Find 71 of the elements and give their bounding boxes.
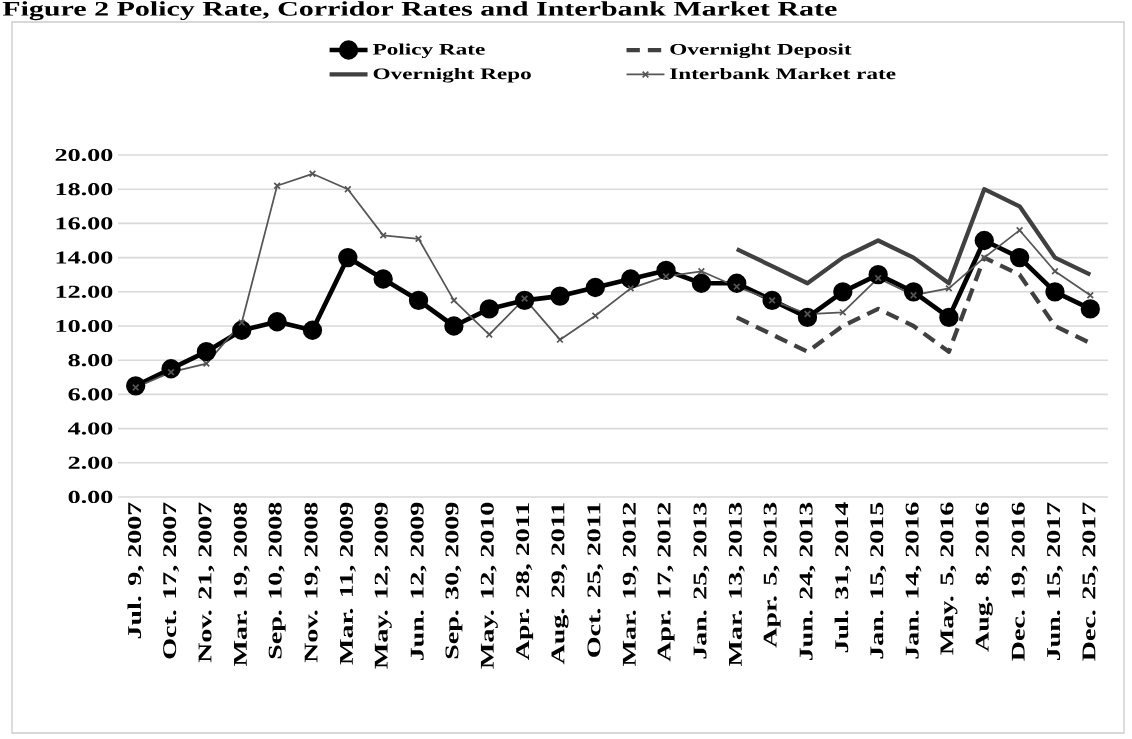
x-tick-label: Mar. 11, 2009 [339,502,356,665]
point [267,312,287,332]
point [1086,291,1095,299]
x-tick-label: Aug. 8, 2016 [975,502,993,652]
legend-label: Policy Rate [372,43,485,59]
point [408,290,429,311]
x-tick-label: Jan. 15, 2015 [870,502,887,659]
point [379,231,387,240]
x-tick-label: Jun. 15, 2017 [1047,502,1063,661]
point [939,307,959,328]
x-tick-label: Nov. 21, 2007 [198,502,215,663]
x-tick-label: Oct. 17, 2007 [163,502,179,659]
point [591,312,600,320]
point [974,230,994,251]
y-tick-label: 12.00 [56,285,113,298]
y-tick-label: 0.00 [68,490,113,504]
x-tick-label: May. 12, 2010 [480,502,498,669]
x-tick-label: Aug. 29, 2011 [551,503,569,665]
y-tick-label: 16.00 [56,217,113,230]
y-tick-label: 8.00 [68,354,113,367]
point [550,286,570,306]
y-tick-label: 4.00 [67,422,113,435]
point [621,269,641,289]
x-tick-label: Jul. 31, 2014 [834,502,852,653]
legend-label: Overnight Repo [373,67,531,83]
x-tick-label: May. 5, 2016 [940,502,958,655]
x-tick-label: Jan. 25, 2013 [693,502,710,659]
point [839,308,847,317]
x-tick-label: Jul. 9, 2007 [127,502,144,639]
point [196,341,217,362]
line-series [734,187,1093,286]
point [585,277,605,298]
x-tick-label: Dec. 19, 2016 [1011,502,1028,661]
x-tick-label: Jun. 24, 2013 [799,502,816,661]
x-tick-label: Apr. 5, 2013 [763,502,781,648]
point [302,320,323,340]
point [1045,282,1065,302]
x-tick-label: Oct. 25, 2011 [587,503,604,657]
y-tick-label: 14.00 [56,251,113,264]
point [344,185,352,193]
point [232,320,252,340]
x-tick-label: Dec. 25, 2017 [1082,502,1099,661]
point [1009,247,1030,268]
x-tick-label: Sep. 30, 2009 [445,502,463,659]
legend-label: Overnight Deposit [670,43,852,59]
x-tick-label: Mar. 19, 2012 [622,502,639,667]
point [1015,226,1024,234]
point [444,316,464,336]
chart-title: Figure 2 Policy Rate, Corridor Rates and Interbank Market Rate [2,1,837,21]
point [1080,299,1100,319]
y-tick-label: 18.00 [56,183,113,196]
point [691,273,712,293]
point [373,269,393,289]
x-tick-label: Mar. 13, 2013 [728,502,745,667]
point [479,299,499,319]
x-tick-label: Mar. 19, 2008 [233,502,250,667]
x-tick-label: May. 12, 2009 [374,502,392,669]
point [833,282,853,302]
y-tick-label: 20.00 [55,148,113,162]
point [338,247,358,268]
y-tick-label: 10.00 [56,319,113,333]
x-tick-label: Nov. 19, 2008 [304,502,321,663]
x-tick-label: Apr. 28, 2011 [516,503,534,661]
y-tick-label: 2.00 [68,456,113,469]
x-tick-label: Jan. 14, 2016 [905,502,922,659]
x-tick-label: Apr. 17, 2012 [657,502,675,662]
x-tick-label: Jun. 12, 2009 [410,502,427,661]
y-tick-label: 6.00 [68,388,113,401]
legend-label: Interbank Market rate [670,67,896,80]
x-tick-label: Sep. 10, 2008 [268,502,286,659]
point [202,359,211,368]
